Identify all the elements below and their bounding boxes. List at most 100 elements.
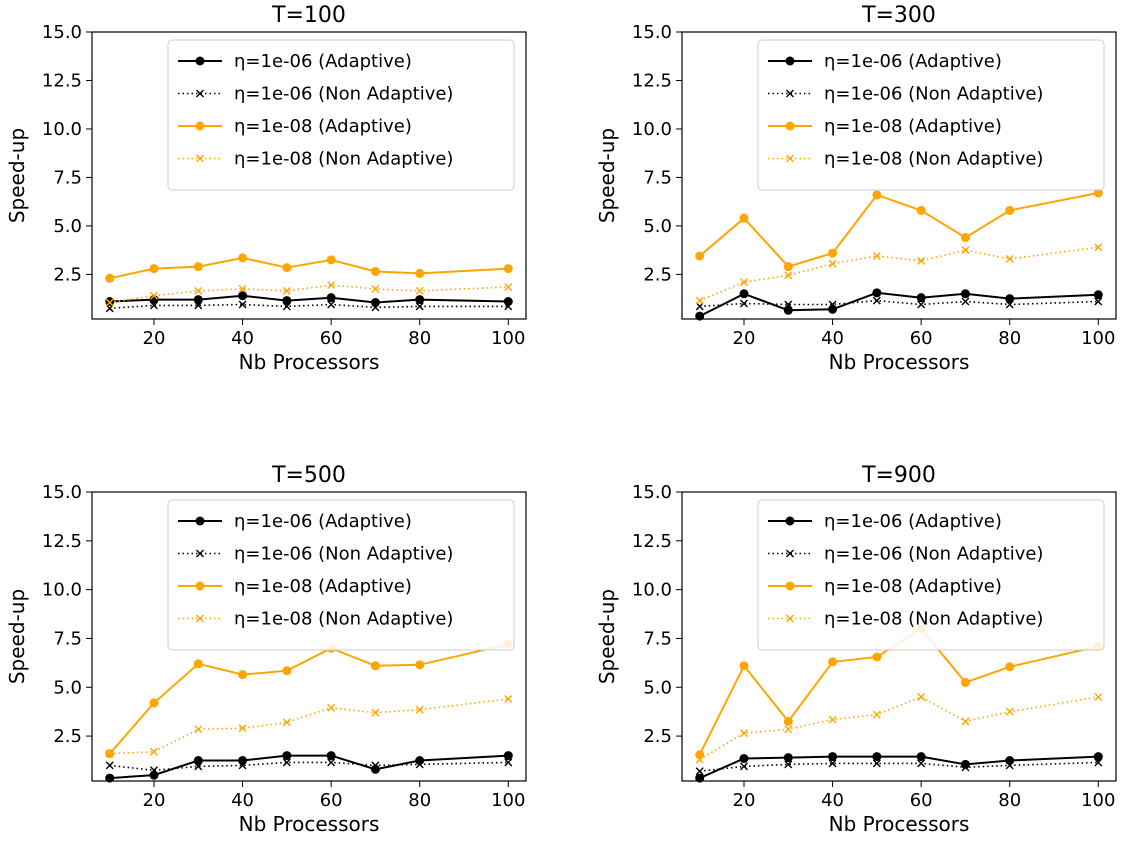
data-point bbox=[193, 755, 203, 765]
legend-label: η=1e-06 (Non Adaptive) bbox=[234, 544, 453, 565]
x-axis-label: Nb Processors bbox=[829, 812, 970, 836]
data-point bbox=[1005, 300, 1014, 309]
data-point bbox=[1093, 188, 1103, 198]
data-point bbox=[504, 283, 513, 291]
data-point bbox=[784, 725, 793, 734]
series-line bbox=[109, 754, 509, 780]
data-point bbox=[872, 710, 881, 719]
chart-title: T=900 bbox=[861, 463, 936, 488]
data-point bbox=[1005, 707, 1014, 716]
y-tick-label: 5.0 bbox=[643, 216, 672, 237]
legend-swatch-marker bbox=[786, 614, 794, 623]
data-point bbox=[1093, 290, 1103, 300]
series-1 bbox=[105, 751, 513, 783]
data-point bbox=[828, 248, 838, 258]
legend-label: η=1e-08 (Adaptive) bbox=[234, 116, 412, 137]
data-point bbox=[105, 304, 114, 313]
plot-frame bbox=[91, 31, 527, 320]
data-point bbox=[238, 284, 247, 293]
y-tick-label: 5.0 bbox=[53, 216, 82, 237]
data-point bbox=[828, 752, 838, 762]
data-point bbox=[238, 724, 247, 733]
data-point bbox=[1005, 294, 1015, 304]
chart-panel-2: T=300 20 40 60 80 100 2.5 5.0 7.5 10.0 12.5 15.0 Nb … bbox=[595, 3, 1117, 374]
data-point bbox=[238, 291, 248, 301]
legend-entry-4: η=1e-08 (Non Adaptive) bbox=[178, 149, 453, 170]
y-tick-label: 2.5 bbox=[643, 264, 672, 285]
data-point bbox=[739, 213, 749, 223]
x-tick-label: 20 bbox=[143, 328, 166, 349]
data-point bbox=[194, 725, 203, 734]
legend-entry-3: η=1e-08 (Adaptive) bbox=[178, 576, 412, 597]
x-tick-label: 100 bbox=[1081, 328, 1115, 349]
y-tick-label: 10.0 bbox=[42, 580, 82, 601]
data-point bbox=[282, 758, 291, 767]
legend-swatch-marker bbox=[785, 56, 795, 66]
x-tick-label: 60 bbox=[910, 790, 933, 811]
x-tick-label: 40 bbox=[231, 790, 254, 811]
legend-swatch-marker bbox=[786, 154, 794, 163]
y-tick-label: 2.5 bbox=[53, 726, 82, 747]
x-tick-label: 20 bbox=[733, 328, 756, 349]
legend-entry-2: η=1e-06 (Non Adaptive) bbox=[178, 84, 453, 105]
data-point bbox=[739, 661, 749, 671]
data-point bbox=[917, 759, 926, 768]
data-point bbox=[916, 293, 926, 303]
data-point bbox=[326, 255, 336, 265]
x-tick-label: 80 bbox=[408, 790, 431, 811]
x-tick-label: 80 bbox=[998, 790, 1021, 811]
data-point bbox=[105, 298, 114, 307]
data-point bbox=[828, 300, 837, 309]
y-axis-label: Speed-up bbox=[595, 589, 619, 684]
data-point bbox=[961, 717, 970, 726]
legend-label: η=1e-06 (Adaptive) bbox=[234, 51, 412, 72]
data-point bbox=[739, 754, 749, 764]
data-point bbox=[828, 304, 838, 314]
legend: η=1e-06 (Adaptive) η=1e-06 (Non Adaptive)… bbox=[167, 499, 515, 651]
data-point bbox=[150, 291, 158, 300]
data-point bbox=[960, 233, 970, 243]
data-point bbox=[1094, 693, 1103, 702]
y-tick-label: 10.0 bbox=[42, 119, 82, 140]
plot-frame bbox=[91, 491, 527, 782]
data-point bbox=[149, 264, 159, 274]
legend-swatch-marker bbox=[196, 89, 204, 98]
legend-swatch-marker bbox=[785, 581, 795, 591]
y-tick-label: 7.5 bbox=[643, 167, 672, 188]
data-point bbox=[238, 670, 248, 680]
data-point bbox=[415, 760, 424, 769]
series-line bbox=[109, 761, 509, 772]
series-line bbox=[109, 284, 509, 304]
legend-entry-3: η=1e-08 (Adaptive) bbox=[768, 116, 1002, 137]
legend-swatch-marker bbox=[196, 154, 204, 163]
data-point bbox=[828, 759, 837, 768]
data-point bbox=[105, 749, 114, 758]
data-point bbox=[828, 715, 837, 724]
data-point bbox=[371, 303, 380, 312]
data-point bbox=[783, 716, 793, 726]
data-point bbox=[149, 698, 159, 708]
data-point bbox=[740, 299, 748, 308]
legend-entry-1: η=1e-06 (Adaptive) bbox=[768, 511, 1002, 532]
legend-label: η=1e-08 (Non Adaptive) bbox=[234, 149, 453, 170]
legend-swatch-marker bbox=[196, 614, 204, 623]
series-line bbox=[699, 696, 1099, 761]
x-tick-label: 80 bbox=[998, 328, 1021, 349]
data-point bbox=[695, 767, 704, 776]
data-point bbox=[503, 297, 513, 307]
legend-entry-4: η=1e-08 (Non Adaptive) bbox=[768, 149, 1043, 170]
data-point bbox=[872, 251, 881, 260]
data-point bbox=[238, 755, 248, 765]
y-tick-label: 2.5 bbox=[53, 264, 82, 285]
series-2 bbox=[695, 758, 1103, 776]
data-point bbox=[740, 278, 748, 287]
series-1 bbox=[695, 288, 1103, 321]
data-point bbox=[415, 286, 424, 295]
legend-label: η=1e-08 (Non Adaptive) bbox=[824, 149, 1043, 170]
chart-title: T=100 bbox=[271, 3, 346, 28]
chart-title: T=300 bbox=[861, 3, 936, 28]
series-line bbox=[109, 256, 509, 280]
legend-entry-1: η=1e-06 (Adaptive) bbox=[178, 51, 412, 72]
data-point bbox=[282, 296, 292, 306]
series-1 bbox=[695, 752, 1103, 783]
